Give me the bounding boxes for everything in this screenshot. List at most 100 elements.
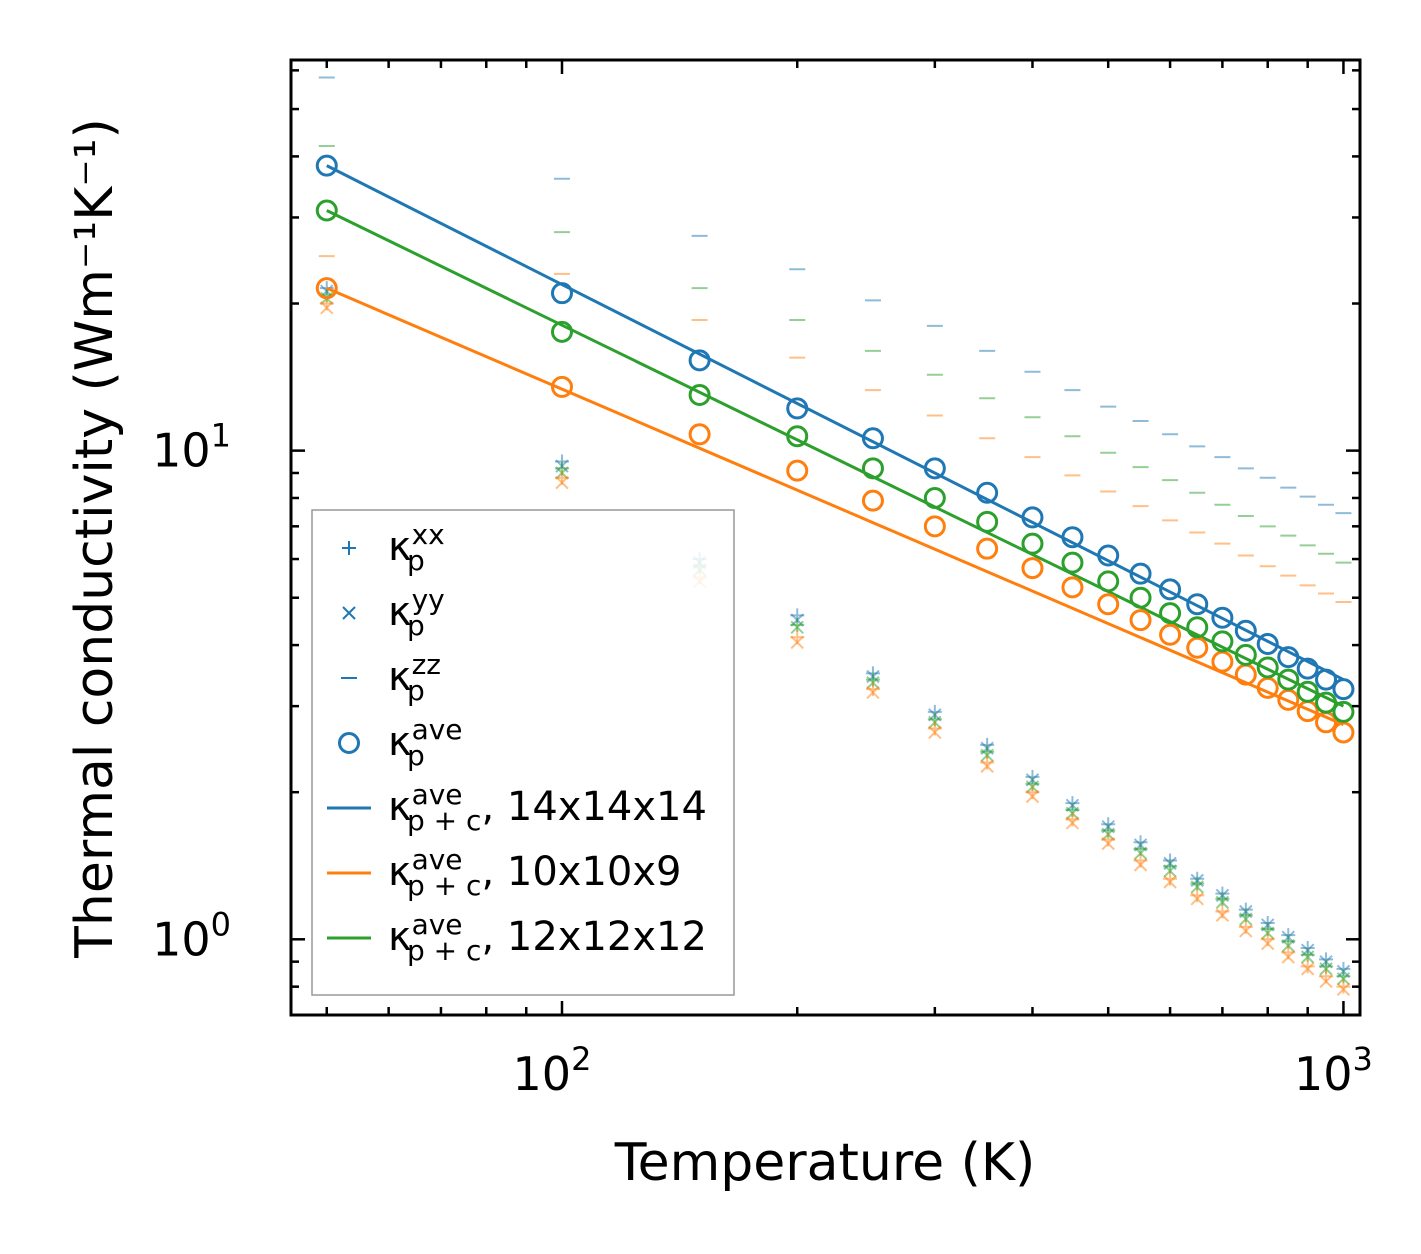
x-tick-label: 102 [513,1040,592,1101]
point-kyy_orange [1239,924,1253,938]
point-kave_12 [550,320,573,343]
fit-line-orange [326,286,1345,726]
point-kyy_green [790,620,804,634]
y-axis-label: Thermal conductivity (Wm⁻¹K⁻¹) [65,118,125,959]
point-kave_14 [861,427,884,450]
point-kave_12 [1129,586,1152,609]
point-kave_12 [1277,668,1300,691]
point-kave_10 [550,375,573,398]
point-kyy_orange [320,301,334,315]
point-kyy_orange [1215,908,1230,922]
point-kave_12 [976,510,999,533]
point-kave_12 [1186,616,1209,639]
legend-entry-label: κave p + c, 12x12x12 [388,908,707,967]
y-tick-label: 101 [152,417,231,478]
legend-marker-o [338,732,360,754]
point-kave_14 [1211,606,1234,629]
point-kave_10 [1129,609,1152,632]
point-kave_14 [688,349,711,372]
point-kxx_green [790,617,805,632]
point-kave_10 [315,277,338,300]
point-kave_10 [861,489,884,512]
point-kave_10 [1021,557,1044,580]
point-kave_10 [923,515,946,538]
plot-frame [289,58,1362,1017]
point-kyy_orange [1101,836,1115,851]
point-kyy_orange [1163,875,1177,889]
point-kyy_orange [1133,858,1148,872]
x-tick-label: 103 [1294,1040,1373,1101]
point-kxx_green [1300,947,1315,962]
legend-entry-label: κyy p [388,583,445,642]
point-kyy_green [1163,864,1177,878]
point-kyy_green [1133,846,1148,860]
legend-entry-label: κave p + c, 14x14x14 [388,778,707,837]
point-kave_14 [1061,526,1084,549]
point-kyy_green [1300,950,1315,964]
point-kyy_green [1239,912,1253,926]
point-kave_10 [1159,623,1182,646]
point-kave_14 [1021,506,1044,529]
point-kave_12 [786,425,809,448]
legend-box [311,509,735,996]
point-kyy_green [1336,972,1351,986]
point-kyy_orange [555,475,569,490]
point-kyy_orange [1025,789,1040,804]
point-kave_12 [1097,570,1120,593]
point-kyy_green [1215,895,1230,910]
point-kyy_green [1319,962,1333,976]
point-kave_12 [1061,551,1084,574]
legend-marker-+ [342,541,356,555]
point-kave_14 [1097,544,1120,567]
point-kyy_orange [1065,816,1080,830]
point-kyy_orange [1300,962,1315,976]
point-kave_14 [1332,678,1355,701]
point-kyy_orange [980,759,994,773]
data-marks [315,76,1355,997]
point-kave_12 [861,457,884,480]
x-axis-label: Temperature (K) [614,1133,1036,1193]
legend-entry-label: κxx p [388,518,445,577]
point-kave_12 [923,486,946,509]
point-kave_12 [1315,691,1338,714]
fit-line-green [326,209,1345,708]
point-kave_14 [923,457,946,480]
point-kave_14 [1256,633,1279,656]
point-kave_10 [1332,721,1355,744]
point-kyy_green [980,748,994,762]
point-kxx_orange [1300,959,1315,974]
point-kave_10 [1097,593,1120,616]
point-kave_10 [1061,576,1084,599]
point-kyy_orange [1261,936,1275,951]
point-kave_14 [976,481,999,504]
point-kave_14 [1129,562,1152,585]
point-kave_14 [1315,668,1338,691]
point-kave_14 [315,154,338,177]
point-kave_14 [550,282,573,305]
point-kxx_orange [1336,979,1351,994]
point-kave_12 [1332,700,1355,723]
point-kyy_orange [1336,982,1351,997]
point-kave_10 [688,423,711,446]
point-kyy_orange [1319,974,1333,989]
point-kyy_orange [866,685,880,700]
point-kyy_green [1190,880,1204,894]
point-kyy_orange [1190,892,1204,906]
point-kave_14 [1277,646,1300,669]
fit-line-blue [326,164,1345,681]
point-kave_12 [315,199,338,222]
point-kave_12 [688,383,711,406]
point-kave_14 [1159,578,1182,601]
point-kave_14 [786,397,809,420]
point-kyy_orange [928,725,942,740]
legend-marker-x [342,606,356,620]
point-kyy_orange [1281,950,1295,964]
point-kave_12 [1234,643,1257,666]
point-kave_14 [1234,619,1257,642]
point-kave_12 [1211,630,1234,653]
y-tick-label: 100 [152,905,231,966]
point-kave_10 [976,537,999,560]
point-kave_14 [1186,593,1209,616]
